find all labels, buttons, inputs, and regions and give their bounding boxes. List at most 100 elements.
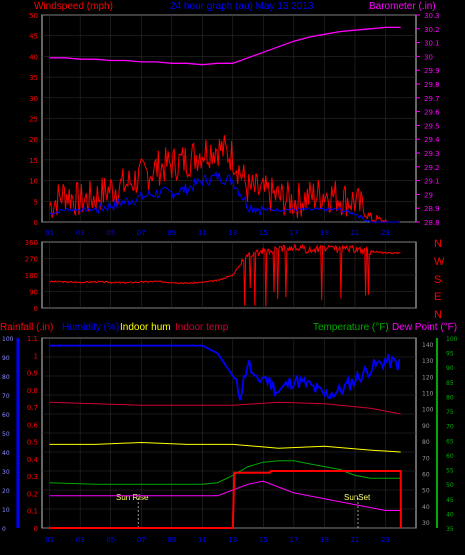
baro-tick-label: 29.5 (424, 122, 440, 130)
x-tick-label: 05 (106, 229, 115, 237)
x-tick-label: 05 (106, 536, 115, 544)
baro-tick-label: 29.9 (424, 67, 440, 75)
wind-tick-label: 45 (29, 33, 38, 41)
compass-n-top: N (434, 238, 442, 250)
x-tick-label: 13 (228, 229, 237, 237)
baro-tick-label: 28.8 (424, 219, 440, 227)
dew_point-line (49, 480, 401, 511)
temperature-tick-label: 95 (446, 351, 454, 358)
rain-tick-label: 0.3 (27, 473, 38, 481)
temperature-tick-label: 35 (446, 526, 454, 533)
rain-tick-label: 0.7 (27, 404, 38, 412)
rain-tick-label: 1.1 (27, 335, 38, 343)
wind-tick-label: 50 (29, 12, 38, 20)
direction-tick-label: 270 (25, 256, 38, 264)
humidity-tick-label: 50 (2, 431, 10, 438)
rain-tick-label: 0.4 (27, 456, 39, 464)
temperature-tick-label: 50 (446, 482, 454, 489)
x-tick-label: 21 (350, 229, 359, 237)
temperature-tick-label: 60 (446, 453, 454, 460)
x-tick-label: 11 (198, 229, 207, 237)
compass-e: E (434, 291, 441, 303)
humidity-tick-label: 0 (2, 526, 6, 533)
x-tick-label: 17 (289, 229, 298, 237)
rain-tick-label: 0 (34, 525, 38, 533)
outer-tick-label: 40 (422, 504, 430, 511)
humidity-tick-label: 60 (2, 412, 10, 419)
temperature-tick-label: 80 (446, 394, 454, 401)
x-tick-label: 15 (259, 229, 268, 237)
wind-tick-label: 20 (29, 136, 38, 144)
outer-tick-label: 140 (422, 342, 434, 349)
x-tick-label: 23 (381, 229, 390, 237)
humidity-legend: Humidity (%) (62, 322, 119, 333)
baro-tick-label: 29.8 (424, 81, 440, 89)
wind-tick-label: 30 (29, 95, 38, 103)
x-tick-label: 21 (350, 536, 359, 544)
indoor_temp-line (49, 401, 401, 415)
baro-tick-label: 30.2 (424, 26, 440, 34)
direction-tick-label: 360 (25, 239, 38, 247)
baro-tick-label: 29.1 (424, 178, 440, 186)
rain-legend: Rainfall (.in) (0, 322, 53, 333)
wind-tick-label: 15 (29, 157, 38, 165)
rain-tick-label: 0.2 (27, 490, 38, 498)
humidity-tick-label: 40 (2, 450, 10, 457)
outer-tick-label: 50 (422, 488, 430, 495)
baro-tick-label: 29.6 (424, 109, 440, 117)
outer-tick-label: 100 (422, 407, 434, 414)
baro-tick-label: 29.7 (424, 95, 440, 103)
baro-tick-label: 29 (424, 191, 433, 199)
outer-tick-label: 110 (422, 391, 434, 398)
indoor-temp-legend: Indoor temp (175, 322, 229, 333)
x-tick-label: 23 (381, 536, 390, 544)
temperature-tick-label: 75 (446, 409, 454, 416)
humidity-tick-label: 10 (2, 507, 10, 514)
humidity-tick-label: 80 (2, 374, 10, 381)
temperature-tick-label: 70 (446, 424, 454, 431)
temperature-tick-label: 100 (446, 336, 458, 343)
wind-tick-label: 5 (34, 198, 38, 206)
baro-axis-title: Barometer (.in) (369, 1, 436, 12)
temperature-tick-label: 45 (446, 497, 454, 504)
x-tick-label: 13 (228, 536, 237, 544)
baro-tick-label: 29.3 (424, 150, 440, 158)
rain-tick-label: 0.8 (27, 387, 38, 395)
humidity-tick-label: 20 (2, 488, 10, 495)
compass-n-bottom: N (434, 309, 442, 321)
compass-labels: N W S E N (434, 238, 445, 321)
outer-tick-label: 60 (422, 471, 430, 478)
rain-tick-label: 0.6 (27, 421, 39, 429)
x-tick-label: 17 (289, 536, 298, 544)
temperature-tick-label: 85 (446, 380, 454, 387)
sunrise-label: Sun Rise (116, 493, 149, 502)
baro-tick-label: 30.3 (424, 12, 440, 20)
x-tick-label: 07 (137, 229, 146, 237)
rain-tick-label: 0.1 (27, 508, 38, 516)
x-tick-label: 19 (320, 536, 329, 544)
x-tick-label: 01 (45, 536, 54, 544)
barometer-line (49, 26, 401, 66)
baro-tick-label: 30.1 (424, 40, 440, 48)
temperature-tick-label: 55 (446, 468, 454, 475)
x-tick-label: 09 (167, 229, 176, 237)
dewpoint-legend: Dew Point (°F) (392, 322, 457, 333)
outer-tick-label: 130 (422, 358, 434, 365)
x-tick-label: 11 (198, 536, 207, 544)
x-tick-label: 19 (320, 229, 329, 237)
rain-tick-label: 0.5 (27, 439, 38, 447)
x-tick-label: 09 (167, 536, 176, 544)
compass-s: S (434, 274, 441, 286)
wind-tick-label: 35 (29, 74, 38, 82)
indoor_hum-line (49, 441, 401, 453)
sunset-label: SunSet (344, 493, 371, 502)
baro-tick-label: 29.2 (424, 164, 440, 172)
humidity-tick-label: 90 (2, 355, 10, 362)
direction-tick-label: 90 (29, 289, 38, 297)
baro-tick-label: 30 (424, 53, 433, 61)
humidity-line (49, 344, 401, 401)
wind-axis-title: Windspeed (mph) (34, 1, 113, 12)
temperature-tick-label: 40 (446, 511, 454, 518)
wind-tick-label: 40 (29, 53, 38, 61)
